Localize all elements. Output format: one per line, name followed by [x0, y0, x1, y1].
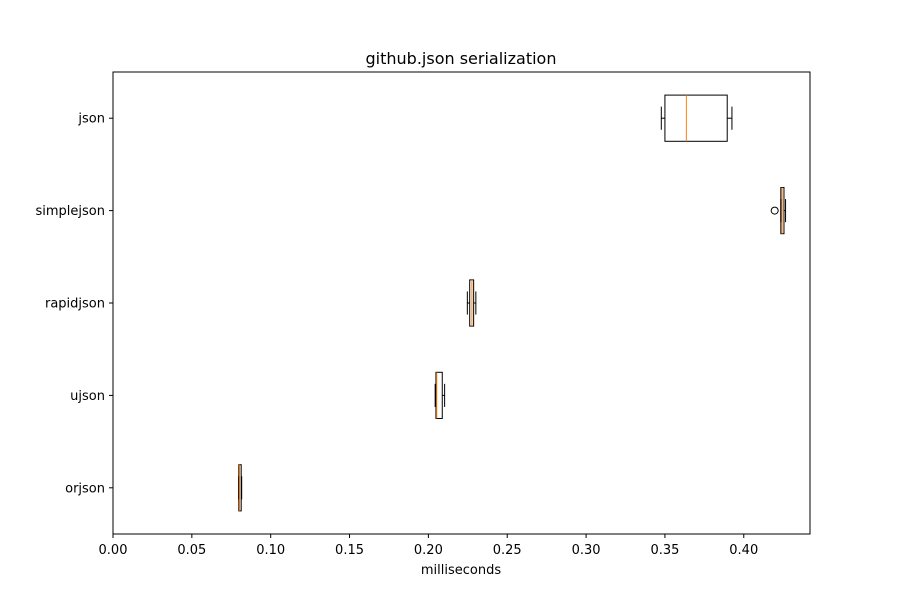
x-tick-label: 0.20 — [414, 543, 443, 558]
plot-area — [113, 72, 810, 534]
outlier-point — [770, 206, 779, 215]
y-tick-label: orjson — [65, 481, 105, 496]
x-tick-label: 0.25 — [493, 543, 522, 558]
x-tick-label: 0.30 — [572, 543, 601, 558]
x-tick-label: 0.40 — [729, 543, 758, 558]
plot-frame — [112, 71, 811, 535]
iqr-box — [664, 94, 728, 142]
chart-title: github.json serialization — [366, 49, 557, 68]
y-tick-label: ujson — [70, 389, 105, 404]
axis-ticks: 0.00 0.05 0.10 0.15 0.20 0.25 0.30 0.35 0.40 orjs… — [36, 112, 759, 558]
box-plots — [238, 94, 787, 512]
box-ujson — [434, 371, 446, 419]
x-tick-label: 0.00 — [99, 543, 128, 558]
x-tick-label: 0.10 — [256, 543, 285, 558]
iqr-box — [435, 371, 443, 419]
box-simplejson — [770, 187, 787, 235]
y-tick-label: simplejson — [36, 204, 106, 219]
box-json — [660, 94, 733, 142]
box-rapidjson — [466, 279, 477, 327]
x-tick-label: 0.05 — [177, 543, 206, 558]
y-tick-label: rapidjson — [45, 297, 105, 312]
y-tick-label: json — [77, 112, 105, 127]
box-orjson — [238, 464, 243, 512]
x-tick-label: 0.15 — [335, 543, 364, 558]
x-tick-label: 0.35 — [650, 543, 679, 558]
x-axis-label: milliseconds — [421, 563, 501, 578]
